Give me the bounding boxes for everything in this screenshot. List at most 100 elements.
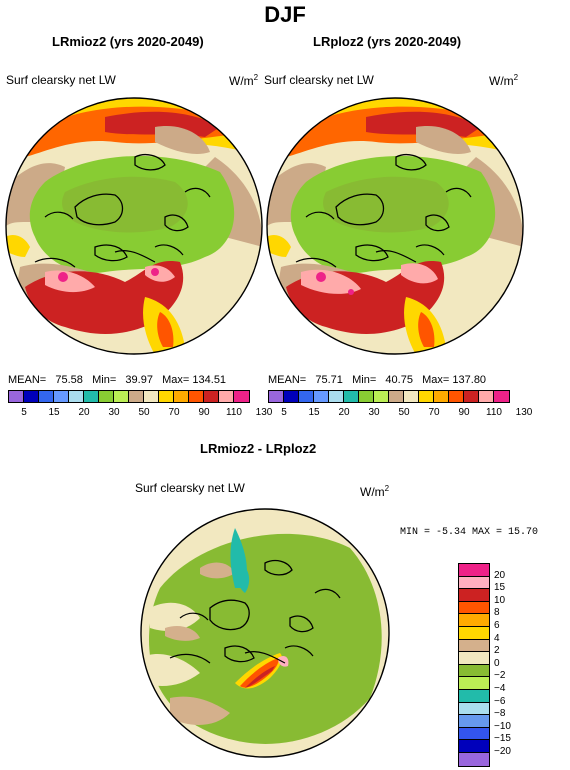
colorbar-swatch — [189, 391, 204, 402]
colorbar-tick-label: 15 — [494, 582, 506, 594]
colorbar-swatch — [159, 391, 174, 402]
colorbar-swatch — [464, 391, 479, 402]
panel-title-mioz2: LRmioz2 (yrs 2020-2049) — [52, 34, 204, 49]
colorbar-tick-label: 130 — [515, 407, 533, 418]
colorbar-swatch — [494, 391, 509, 402]
diff-panel-variable: Surf clearsky net LW — [135, 481, 245, 495]
colorbar-swatch — [114, 391, 129, 402]
colorbar-swatch — [299, 391, 314, 402]
diff-panel-units: W/m2 — [360, 484, 390, 499]
colorbar-tick-label: 30 — [368, 407, 380, 418]
colorbar-swatch — [479, 391, 494, 402]
colorbar-swatch — [459, 740, 489, 753]
colorbar-swatch — [459, 752, 489, 766]
colorbar-swatch — [39, 391, 54, 402]
colorbar-swatch — [459, 689, 489, 703]
colorbar-swatch — [374, 391, 389, 402]
colorbar-swatch — [314, 391, 329, 402]
colorbar-swatch — [204, 391, 219, 402]
colorbar-tick-label: 15 — [48, 407, 60, 418]
colorbar-swatch — [144, 391, 159, 402]
colorbar-swatch — [344, 391, 359, 402]
colorbar-swatch — [69, 391, 84, 402]
panel-title-ploz2: LRploz2 (yrs 2020-2049) — [313, 34, 462, 49]
colorbar-swatch — [329, 391, 344, 402]
colorbar-tick-label: 15 — [308, 407, 320, 418]
diff-panel-title: LRmioz2 - LRploz2 — [200, 441, 317, 456]
colorbar-swatch — [99, 391, 114, 402]
colorbar-tick-label: 130 — [255, 407, 273, 418]
panel-stats-ploz2: MEAN= 75.71 Min= 40.75 Max= 137.80 — [268, 374, 487, 386]
colorbar-swatch — [269, 391, 284, 402]
colorbar-tick-label: 2 — [494, 645, 500, 657]
colorbar-swatch — [54, 391, 69, 402]
colorbar-swatch — [459, 727, 489, 741]
colorbar-swatch — [359, 391, 374, 402]
colorbar-swatch — [459, 614, 489, 627]
colorbar-swatch — [459, 702, 489, 716]
colorbar-swatch — [459, 576, 489, 590]
panel-variable-mioz2: Surf clearsky net LW — [6, 73, 116, 87]
colorbar-tick-label: 30 — [108, 407, 120, 418]
colorbar-swatch — [9, 391, 24, 402]
colorbar-swatch — [459, 564, 489, 577]
colorbar-tick-label: −10 — [494, 720, 511, 732]
colorbar-tick-label: −4 — [494, 683, 506, 694]
polar-map-ploz2 — [266, 97, 524, 355]
colorbar-swatch — [459, 639, 489, 653]
colorbar-tick-label: −15 — [494, 733, 511, 745]
colorbar-swatch — [434, 391, 449, 402]
colorbar-swatch — [459, 677, 489, 690]
colorbar-tick-label: −6 — [494, 695, 506, 707]
colorbar-tick-label: −20 — [494, 746, 511, 757]
colorbar-swatch — [459, 601, 489, 615]
polar-map-mioz2 — [5, 97, 263, 355]
colorbar-swatch — [24, 391, 39, 402]
colorbar-swatch — [459, 626, 489, 640]
colorbar-tick-label: −2 — [494, 670, 506, 682]
colorbar-tick-label: 70 — [428, 407, 440, 418]
colorbar-swatch — [449, 391, 464, 402]
colorbar-abs-mioz2 — [8, 390, 250, 403]
colorbar-tick-label: 4 — [494, 632, 500, 644]
colorbar-swatch — [459, 715, 489, 728]
colorbar-swatch — [174, 391, 189, 402]
figure-title: DJF — [264, 2, 306, 27]
diff-panel-stats: MIN = -5.34 MAX = 15.70 — [400, 527, 539, 538]
colorbar-tick-label: 90 — [198, 407, 210, 418]
colorbar-tick-label: 50 — [398, 407, 410, 418]
colorbar-tick-label: 20 — [338, 407, 350, 418]
colorbar-tick-label: 50 — [138, 407, 150, 418]
colorbar-tick-label: 90 — [458, 407, 470, 418]
colorbar-tick-label: 10 — [494, 594, 506, 606]
colorbar-tick-label: 5 — [281, 407, 287, 418]
colorbar-tick-label: 110 — [486, 407, 502, 418]
colorbar-tick-label: 6 — [494, 620, 500, 631]
panel-units-ploz2: W/m2 — [489, 73, 519, 88]
colorbar-swatch — [459, 652, 489, 665]
colorbar-swatch — [459, 664, 489, 678]
colorbar-swatch — [404, 391, 419, 402]
colorbar-tick-label: 0 — [494, 657, 500, 669]
colorbar-diff — [458, 563, 490, 767]
colorbar-tick-label: 20 — [494, 569, 506, 581]
colorbar-swatch — [284, 391, 299, 402]
colorbar-tick-label: 70 — [168, 407, 180, 418]
colorbar-swatch — [419, 391, 434, 402]
colorbar-swatch — [459, 589, 489, 602]
colorbar-tick-label: 20 — [78, 407, 90, 418]
colorbar-tick-label: 110 — [226, 407, 242, 418]
panel-variable-ploz2: Surf clearsky net LW — [264, 73, 374, 87]
colorbar-swatch — [234, 391, 249, 402]
colorbar-swatch — [129, 391, 144, 402]
colorbar-swatch — [84, 391, 99, 402]
colorbar-abs-ploz2 — [268, 390, 510, 403]
panel-units-mioz2: W/m2 — [229, 73, 259, 88]
colorbar-tick-label: 8 — [494, 607, 500, 619]
colorbar-swatch — [219, 391, 234, 402]
colorbar-swatch — [389, 391, 404, 402]
colorbar-tick-label: 5 — [21, 407, 27, 418]
colorbar-tick-label: −8 — [494, 708, 506, 720]
panel-stats-mioz2: MEAN= 75.58 Min= 39.97 Max= 134.51 — [8, 374, 227, 386]
polar-map-diff — [140, 508, 390, 758]
